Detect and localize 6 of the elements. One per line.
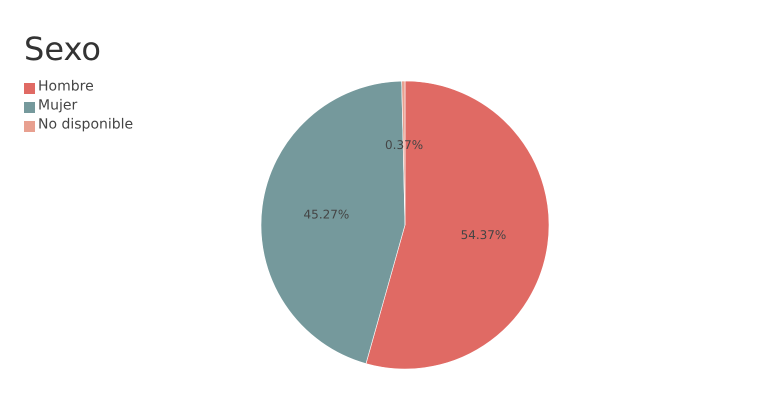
legend-label: Hombre bbox=[38, 78, 94, 95]
data-label: 45.27% bbox=[304, 207, 350, 222]
legend-label: Mujer bbox=[38, 98, 78, 114]
data-label: 54.37% bbox=[460, 228, 506, 242]
chart-title: Sexo bbox=[24, 30, 101, 68]
legend-label: No disponible bbox=[38, 116, 134, 133]
